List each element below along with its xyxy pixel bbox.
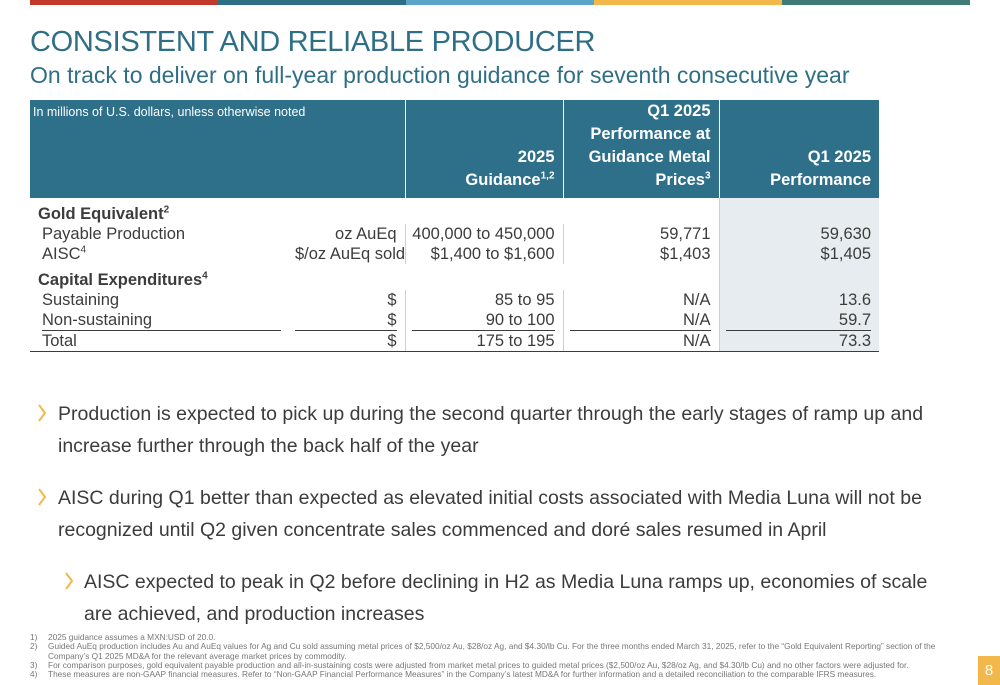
row-label: AISC4 [42,244,87,263]
page-title: CONSISTENT AND RELIABLE PRODUCER [30,26,596,58]
row-guidance: 90 to 100 [404,310,564,331]
sub-bullet-item: AISC expected to peak in Q2 before decli… [38,566,938,630]
row-guidance: $1,400 to $1,600 [404,244,564,264]
row-unit: $/oz AuEq sold [295,245,406,263]
bullet-item: Production is expected to pick up during… [38,398,938,462]
group-label: Capital Expenditures4 [38,270,208,289]
chevron-right-icon [38,404,46,422]
row-q1: $1,405 [718,244,880,264]
group-row-gold: Gold Equivalent2 [30,198,880,224]
top-color-bar [30,0,970,5]
row-label: Payable Production [42,225,186,243]
page-subtitle: On track to deliver on full-year product… [30,62,850,88]
row-at-guidance: N/A [562,290,720,310]
topbar-seg-4 [594,0,782,5]
table-header-row: In millions of U.S. dollars, unless othe… [30,100,880,198]
header-q1-performance: Q1 2025 Performance [719,100,880,198]
row-at-guidance: N/A [562,331,720,352]
row-label: Non-sustaining [30,310,289,331]
group-row-capex: Capital Expenditures4 [30,264,880,290]
row-unit: $ [289,310,405,331]
table-row: Sustaining $ 85 to 95 N/A 13.6 [30,290,880,310]
table-row: AISC4 $/oz AuEq sold $1,400 to $1,600 $1… [30,244,880,264]
header-perf-at-guidance: Q1 2025 Performance at Guidance Metal Pr… [563,100,720,198]
page-number: 8 [978,656,1000,685]
group-label: Gold Equivalent2 [38,204,170,223]
footnote: 2) Guided AuEq production includes Au and… [30,641,936,661]
footnote: 3) For comparison purposes, gold equivale… [30,659,909,670]
row-unit: $ [387,291,397,309]
row-at-guidance: N/A [562,310,720,331]
guidance-table: In millions of U.S. dollars, unless othe… [30,100,880,352]
row-unit: oz AuEq [335,225,397,243]
row-label: Total [30,331,289,352]
table-row-total: Total $ 175 to 195 N/A 73.3 [30,331,880,352]
chevron-right-icon [65,572,73,590]
row-q1: 59,630 [718,224,880,244]
row-guidance: 175 to 195 [404,331,564,352]
row-unit: $ [289,331,406,352]
shade-cell [718,264,880,290]
row-label: Sustaining [42,291,120,309]
chevron-right-icon [38,488,46,506]
footnote: 1) 2025 guidance assumes a MXN:USD of 20.… [30,632,216,642]
topbar-seg-1 [30,0,218,5]
row-q1: 13.6 [718,290,880,310]
bullet-list: Production is expected to pick up during… [38,398,938,630]
topbar-seg-5 [782,0,970,5]
table-row: Non-sustaining $ 90 to 100 N/A 59.7 [30,310,880,331]
row-q1: 59.7 [718,310,880,331]
row-q1: 73.3 [718,331,880,352]
table-row: Payable Production oz AuEq 400,000 to 45… [30,224,880,244]
topbar-seg-3 [406,0,594,5]
header-guidance: 2025 Guidance1,2 [405,100,564,198]
table-note: In millions of U.S. dollars, unless othe… [30,100,406,198]
bullet-item: AISC during Q1 better than expected as e… [38,482,938,546]
footnotes: 1) 2025 guidance assumes a MXN:USD of 20.… [30,632,970,680]
row-at-guidance: $1,403 [562,244,720,264]
shade-cell [718,198,880,224]
footnote: 4) These measures are non-GAAP financial … [30,669,877,680]
topbar-seg-2 [218,0,406,5]
row-at-guidance: 59,771 [562,224,720,244]
row-guidance: 400,000 to 450,000 [404,224,564,244]
row-guidance: 85 to 95 [404,290,564,310]
